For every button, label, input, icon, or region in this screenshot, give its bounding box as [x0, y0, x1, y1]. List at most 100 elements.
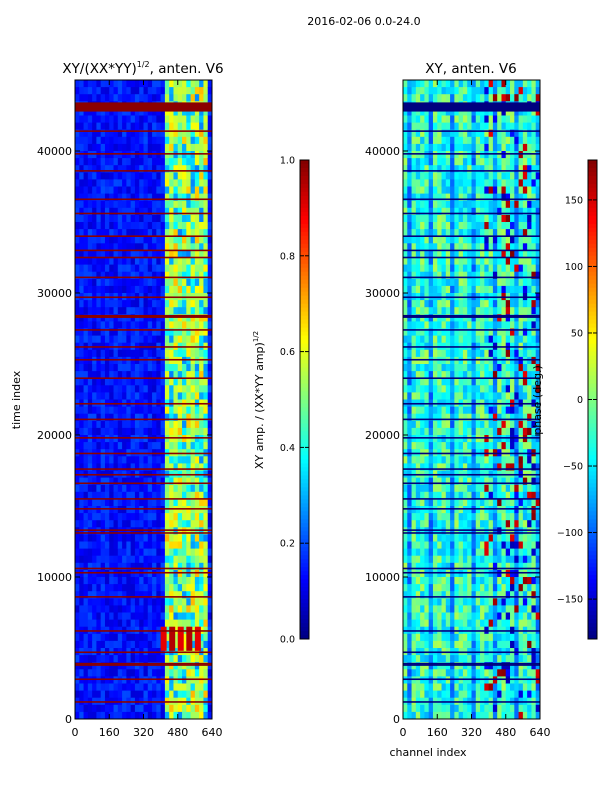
heatmap-cell — [156, 484, 162, 493]
heatmap-cell — [96, 506, 102, 514]
heatmap-cell — [134, 385, 140, 393]
heatmap-cell — [424, 683, 430, 691]
heatmap-cell — [152, 569, 157, 578]
heatmap-cell — [104, 548, 110, 557]
heatmap-cell — [424, 569, 430, 578]
heatmap-cell — [122, 200, 127, 209]
heatmap-cell — [83, 541, 89, 549]
heatmap-cell — [475, 378, 481, 386]
heatmap-cell — [104, 456, 110, 464]
heatmap-cell — [160, 136, 166, 145]
heatmap-cell — [441, 562, 447, 571]
heatmap-cell — [143, 158, 149, 166]
heatmap-cell — [130, 577, 136, 585]
heatmap-cell — [182, 143, 187, 152]
heatmap-cell — [199, 236, 204, 244]
colorbar-segment — [300, 519, 309, 524]
heatmap-cell — [424, 435, 430, 443]
heatmap-cell — [87, 676, 93, 684]
heatmap-cell — [92, 278, 97, 287]
heatmap-cell — [458, 328, 464, 336]
heatmap-cell — [104, 186, 110, 194]
heatmap-cell — [484, 619, 490, 628]
heatmap-cell — [160, 406, 166, 415]
heatmap-cell — [83, 584, 89, 592]
heatmap-cell — [152, 633, 157, 642]
heatmap-cell — [160, 335, 166, 344]
heatmap-cell — [454, 506, 460, 514]
heatmap-cell — [182, 640, 187, 649]
heatmap-cell — [432, 591, 438, 599]
heatmap-cell — [139, 413, 144, 422]
heatmap-cell — [139, 314, 144, 322]
heatmap-cell — [75, 513, 80, 521]
heatmap-cell — [441, 193, 447, 202]
heatmap-cell — [450, 534, 455, 542]
heatmap-cell — [199, 584, 204, 592]
heatmap-cell — [87, 136, 93, 145]
colorbar-segment — [300, 623, 309, 628]
heatmap-cell — [143, 662, 149, 670]
heatmap-cell — [92, 143, 97, 152]
heatmap-cell — [83, 704, 89, 713]
heatmap-cell — [134, 222, 140, 230]
heatmap-cell — [458, 378, 464, 386]
heatmap-cell — [450, 427, 455, 436]
heatmap-cell — [113, 257, 119, 265]
heatmap-cell — [109, 314, 114, 322]
heatmap-cell — [203, 662, 209, 670]
heatmap-cell — [139, 406, 144, 415]
heatmap-cell — [109, 619, 114, 628]
heatmap-cell — [424, 442, 430, 450]
heatmap-cell — [182, 285, 187, 294]
heatmap-cell — [92, 136, 97, 145]
heatmap-cell — [75, 328, 80, 336]
heatmap-cell — [424, 257, 430, 265]
heatmap-cell — [79, 193, 84, 202]
heatmap-cell — [441, 612, 447, 620]
heatmap-cell — [122, 413, 127, 422]
heatmap-cell — [207, 115, 213, 123]
heatmap-cell — [450, 562, 455, 571]
heatmap-cell — [475, 385, 481, 393]
colorbar-segment — [300, 615, 309, 620]
heatmap-cell — [79, 427, 84, 436]
heatmap-cell — [92, 179, 97, 187]
colorbar-segment — [300, 263, 309, 269]
heatmap-cell — [441, 257, 447, 265]
heatmap-cell — [186, 278, 191, 287]
heatmap-cell — [143, 129, 149, 138]
colorbar-segment — [300, 595, 309, 600]
heatmap-cell — [480, 300, 485, 308]
heatmap-cell — [207, 420, 213, 429]
heatmap-cell — [173, 136, 179, 145]
heatmap-cell — [83, 498, 89, 507]
heatmap-cell — [415, 356, 421, 365]
heatmap-cell — [100, 80, 106, 88]
heatmap-cell — [194, 427, 200, 436]
heatmap-cell — [462, 541, 468, 549]
heatmap-cell — [182, 711, 187, 720]
heatmap-cell — [169, 307, 174, 315]
heatmap-cell — [100, 555, 106, 564]
heatmap-cell — [454, 463, 460, 471]
heatmap-cell — [164, 662, 170, 670]
colorbar-segment — [300, 179, 309, 185]
heatmap-cell — [458, 186, 464, 194]
heatmap-cell — [143, 236, 149, 244]
heatmap-cell — [475, 108, 481, 116]
heatmap-cell — [471, 413, 477, 422]
heatmap-cell — [130, 420, 136, 429]
heatmap-cell — [207, 328, 213, 336]
heatmap-cell — [156, 491, 162, 500]
heatmap-cell — [475, 321, 481, 329]
heatmap-cell — [432, 640, 438, 649]
heatmap-cell — [79, 456, 84, 464]
heatmap-cell — [122, 520, 127, 528]
heatmap-cell — [182, 420, 187, 429]
heatmap-cell — [143, 385, 149, 393]
heatmap-cell — [194, 193, 200, 202]
heatmap-cell — [458, 435, 464, 443]
heatmap-cell — [164, 690, 170, 699]
heatmap-cell — [143, 420, 149, 429]
